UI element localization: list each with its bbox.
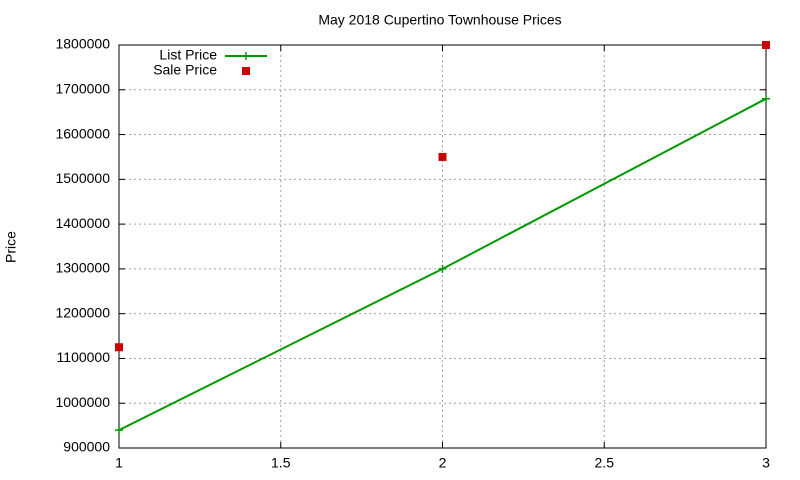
y-tick-label: 900000: [63, 439, 110, 455]
y-axis-label: Price: [3, 231, 19, 263]
y-tick-label: 1700000: [55, 80, 110, 96]
legend-swatch: [242, 67, 250, 75]
data-point: [438, 152, 447, 161]
data-point: [438, 264, 447, 273]
plot-border: [118, 44, 767, 449]
data-point: [762, 94, 770, 103]
x-tick-label: 1.5: [271, 455, 291, 471]
data-point: [115, 426, 123, 435]
y-tick-label: 1600000: [55, 125, 110, 141]
y-tick-label: 1000000: [55, 394, 110, 410]
x-tick-label: 2.5: [595, 455, 615, 471]
y-tick-label: 1400000: [55, 215, 110, 231]
y-tick-label: 1800000: [55, 36, 110, 52]
x-tick-label: 3: [762, 455, 770, 471]
chart-title: May 2018 Cupertino Townhouse Prices: [318, 12, 561, 28]
x-tick-label: 1: [115, 455, 123, 471]
data-point: [115, 343, 123, 352]
y-tick-label: 1200000: [55, 304, 110, 320]
x-tick-label: 2: [439, 455, 447, 471]
y-tick-label: 1100000: [57, 349, 111, 365]
legend-label: List Price: [159, 47, 217, 63]
y-tick-label: 1300000: [55, 260, 110, 276]
data-point: [762, 41, 770, 49]
legend-label: Sale Price: [153, 62, 217, 78]
y-tick-label: 1500000: [55, 170, 110, 186]
legend-swatch: [242, 52, 250, 60]
